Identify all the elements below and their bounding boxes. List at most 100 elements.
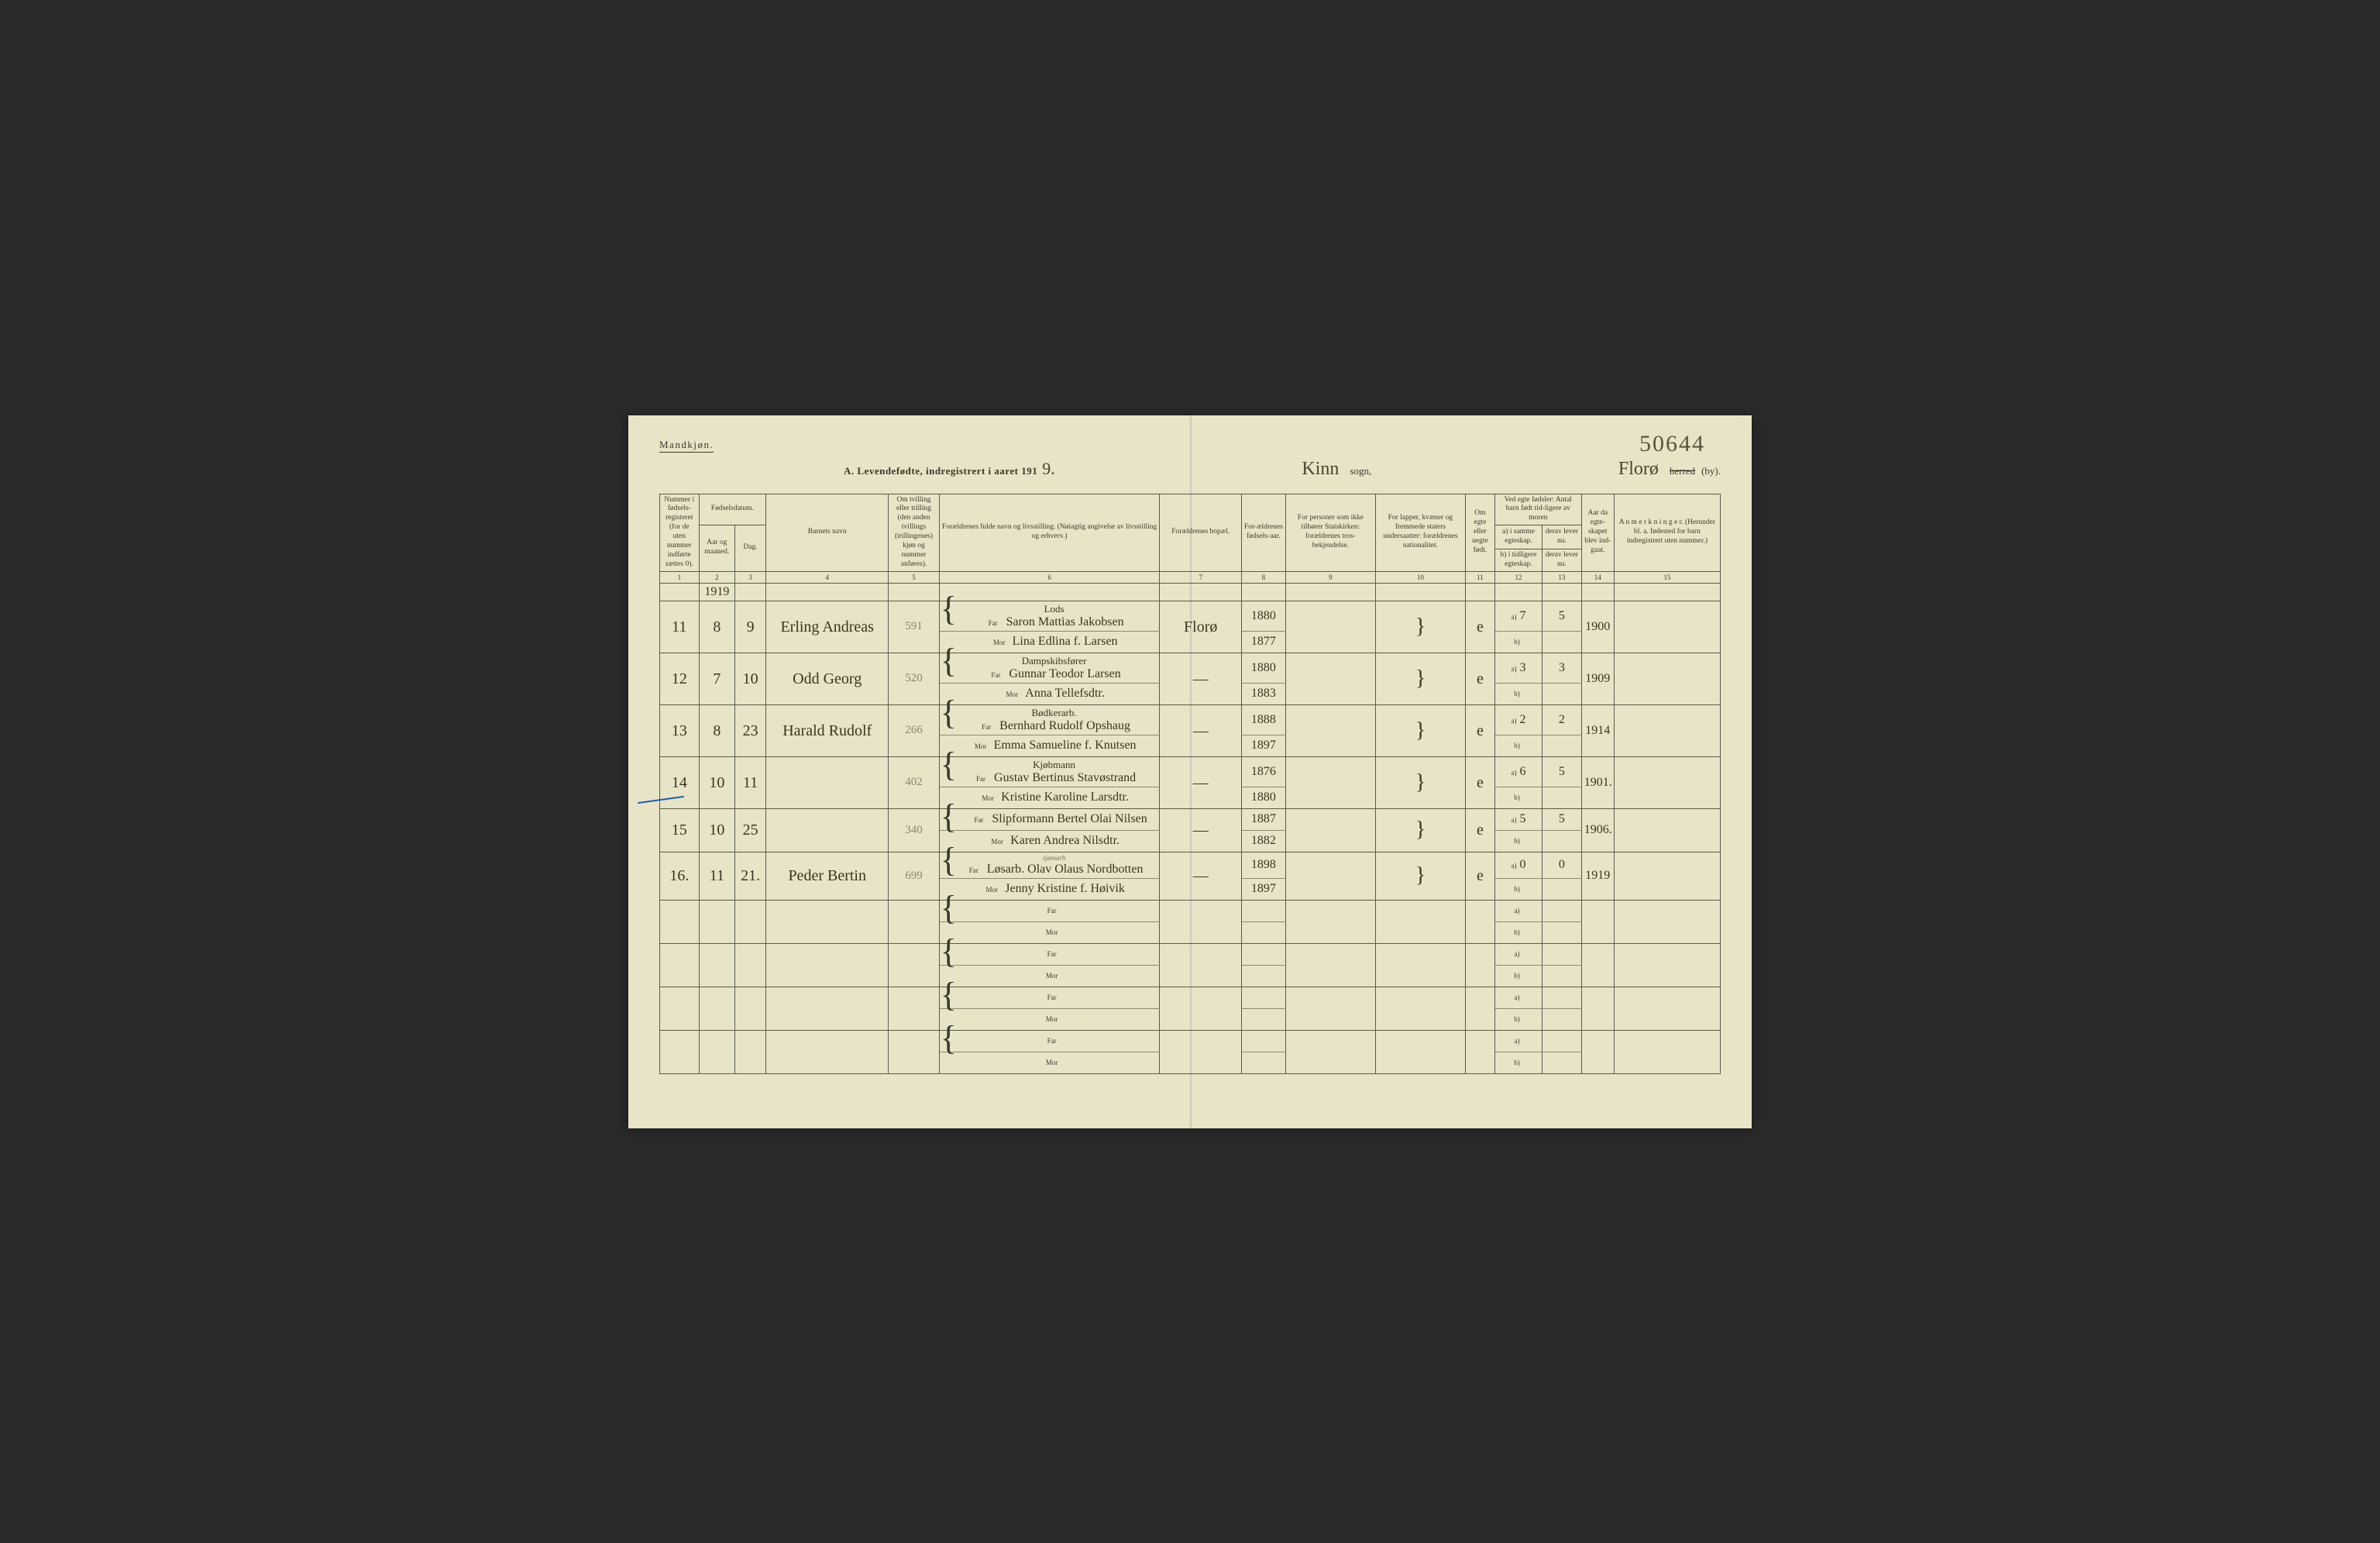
mother-birth-year: 1880 (1241, 787, 1285, 808)
father-cell-empty: {Far (939, 1030, 1160, 1052)
entry-number: 13 (660, 704, 700, 756)
far-label: Far (978, 723, 995, 731)
colnum: 8 (1241, 571, 1285, 583)
mother-name: Karen Andrea Nilsdtr. (1010, 834, 1119, 847)
father-cell: {DampskibsførerFarGunnar Teodor Larsen (939, 653, 1160, 683)
father-cell-empty: {Far (939, 900, 1160, 921)
col-header-9: For personer som ikke tilhører Statskirk… (1285, 494, 1375, 571)
entry-row-far: 16.1121.Peder Bertin699{sjømarbFarLøsarb… (660, 852, 1721, 878)
residence: — (1160, 704, 1241, 756)
colnum: 12 (1494, 571, 1542, 583)
colnum: 14 (1581, 571, 1614, 583)
confession (1285, 653, 1375, 704)
mor-label: Mor (1044, 1015, 1061, 1023)
father-birth-year: 1880 (1241, 653, 1285, 683)
gender-label: Mandkjøn. (659, 439, 714, 453)
children-a: a)7 (1494, 601, 1542, 631)
colnum: 7 (1160, 571, 1241, 583)
child-name: Peder Bertin (766, 852, 889, 900)
children-b: b) (1494, 683, 1542, 704)
occupation-note: sjømarb (1043, 854, 1066, 862)
title-row: A. Levendefødte, indregistrert i aaret 1… (659, 459, 1721, 480)
children-living: 0 (1543, 852, 1582, 878)
colnum: 11 (1465, 571, 1494, 583)
mother-birth-year: 1897 (1241, 735, 1285, 756)
margin-annotation: 340 (889, 808, 939, 852)
remarks (1614, 756, 1720, 808)
mother-birth-year: 1883 (1241, 683, 1285, 704)
child-name: Erling Andreas (766, 601, 889, 653)
col-header-2-top: Fødselsdatum. (699, 494, 765, 525)
mor-label: Mor (983, 886, 1000, 894)
nationality: } (1375, 601, 1465, 653)
father-name: Bernhard Rudolf Opshaug (999, 719, 1130, 732)
mother-birth-year: 1897 (1241, 878, 1285, 900)
entry-day: 21. (735, 852, 766, 900)
children-living-b (1543, 735, 1582, 756)
legitimate: e (1465, 756, 1494, 808)
children-living: 5 (1543, 756, 1582, 787)
children-living-b (1543, 878, 1582, 900)
children-living-b (1543, 683, 1582, 704)
col-header-8: For-ældrenes fødsels-aar. (1241, 494, 1285, 571)
child-name (766, 808, 889, 852)
remarks (1614, 808, 1720, 852)
nationality: } (1375, 756, 1465, 808)
col-header-1: Nummer i fødsels-registeret (for de uten… (660, 494, 700, 571)
brace-icon: { (941, 942, 957, 961)
father-birth-year: 1880 (1241, 601, 1285, 631)
mor-label: Mor (991, 639, 1008, 646)
col-header-10: For lapper, kvæner og fremmede staters u… (1375, 494, 1465, 571)
brace-icon: { (941, 652, 957, 670)
mother-cell: MorJenny Kristine f. Høivik (939, 878, 1160, 900)
father-birth-year: 1876 (1241, 756, 1285, 787)
children-living: 5 (1543, 601, 1582, 631)
children-b: b) (1494, 830, 1542, 852)
children-living: 2 (1543, 704, 1582, 735)
children-b: b) (1494, 631, 1542, 653)
children-a-empty: a) (1494, 943, 1542, 965)
legitimate: e (1465, 852, 1494, 900)
residence: — (1160, 653, 1241, 704)
entry-month: 7 (699, 653, 734, 704)
col-header-13a: derav lever nu. (1543, 525, 1582, 549)
marriage-year: 1906. (1581, 808, 1614, 852)
brace-icon: { (941, 808, 957, 826)
marriage-year: 1919 (1581, 852, 1614, 900)
father-birth-year: 1898 (1241, 852, 1285, 878)
mother-cell: MorAnna Tellefsdtr. (939, 683, 1160, 704)
mother-cell: MorLina Edlina f. Larsen (939, 631, 1160, 653)
empty-row-far: {Fara) (660, 1030, 1721, 1052)
far-label: Far (1044, 907, 1061, 914)
far-label: Far (1044, 1037, 1061, 1045)
col-header-12b: b) i tidligere egteskap. (1494, 549, 1542, 571)
col-header-6: Forældrenes fulde navn og livsstilling. … (939, 494, 1160, 571)
father-cell: {sjømarbFarLøsarb. Olav Olaus Nordbotten (939, 852, 1160, 878)
entry-number: 16. (660, 852, 700, 900)
colnum: 13 (1543, 571, 1582, 583)
col-header-15: A n m e r k n i n g e r. (Herunder bl. a… (1614, 494, 1720, 571)
mother-cell: MorKristine Karoline Larsdtr. (939, 787, 1160, 808)
father-name: Saron Mattias Jakobsen (1006, 615, 1124, 629)
col-header-2a: Aar og maaned. (699, 525, 734, 571)
register-page: 50644 Mandkjøn. A. Levendefødte, indregi… (628, 415, 1752, 1128)
father-cell-empty: {Far (939, 943, 1160, 965)
legitimate: e (1465, 704, 1494, 756)
children-a: a)2 (1494, 704, 1542, 735)
brace-icon: { (941, 704, 957, 722)
far-label: Far (970, 816, 987, 824)
entry-row-far: 13823Harald Rudolf266{Bødkerarb.FarBernh… (660, 704, 1721, 735)
entry-row-far: 1189Erling Andreas591{LodsFarSaron Matti… (660, 601, 1721, 631)
occupation: Lods (1044, 603, 1064, 615)
col-header-7: Forældrenes bopæl. (1160, 494, 1241, 571)
nationality: } (1375, 653, 1465, 704)
entry-row-far: 12710Odd Georg520{DampskibsførerFarGunna… (660, 653, 1721, 683)
col-header-2b: Dag. (735, 525, 766, 571)
father-birth-year: 1888 (1241, 704, 1285, 735)
colnum: 5 (889, 571, 939, 583)
children-b-empty: b) (1494, 965, 1542, 987)
mother-name: Anna Tellefsdtr. (1025, 687, 1105, 700)
colnum: 3 (735, 571, 766, 583)
register-table: Nummer i fødsels-registeret (for de uten… (659, 494, 1721, 1074)
mother-cell-empty: Mor (939, 965, 1160, 987)
